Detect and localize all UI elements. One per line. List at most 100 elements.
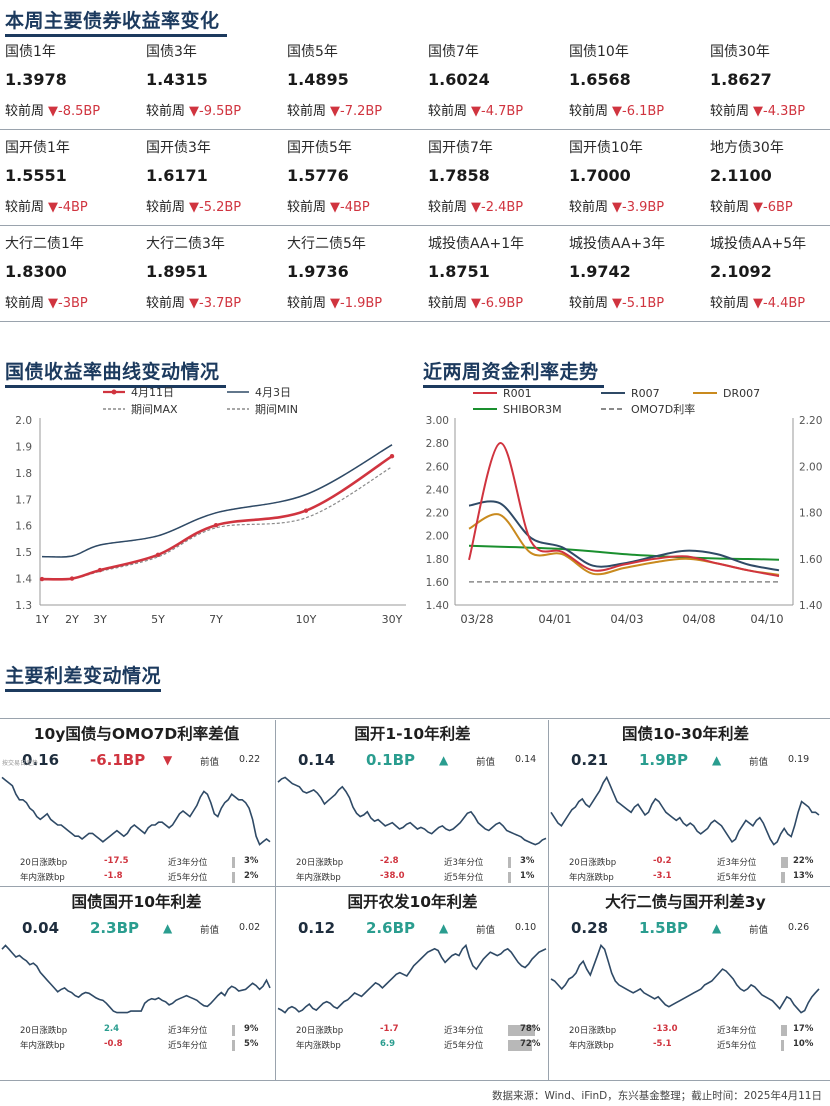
legend-label: R001 (503, 387, 532, 400)
change-label: 较前周 (569, 104, 609, 119)
y-left-tick-label: 1.40 (426, 600, 449, 612)
legend-label: SHIBOR3M (503, 403, 562, 416)
change-label: 较前周 (146, 104, 186, 119)
spreads-section-title-text: 主要利差变动情况 (5, 665, 162, 687)
page-title-text: 本周主要债券收益率变化 (5, 10, 220, 32)
stat-label: 年内涨跌bp (20, 873, 65, 883)
curve-point (69, 576, 75, 581)
x-tick-label: 04/03 (610, 612, 643, 626)
change-value: ▼-9.5BP (189, 104, 242, 119)
y-tick-label: 1.4 (15, 574, 32, 586)
change-value: ▼-4.4BP (753, 296, 806, 311)
spread-note: 按交易日走势 (2, 760, 39, 767)
yield-cell: 国开债5年 1.5776 较前周 ▼-4BP (282, 130, 422, 226)
page-title: 本周主要债券收益率变化 (5, 6, 227, 37)
bond-yield: 1.6568 (569, 70, 631, 89)
spread-title: 国开1-10年利差 (354, 725, 471, 743)
y-left-tick-label: 2.60 (426, 461, 449, 473)
rate-series-line (468, 442, 780, 578)
y-left-tick-label: 2.80 (426, 438, 449, 450)
percentile-value: 78% (520, 1024, 541, 1034)
curve-point (155, 552, 161, 557)
spread-stat-row: 年内涨跌bp -3.1 近5年分位 13% (549, 871, 822, 884)
percentile-label: 近3年分位 (168, 858, 208, 868)
change-value: ▼-6.9BP (471, 296, 524, 311)
change-label: 较前周 (569, 200, 609, 215)
spread-current-value: 0.28 (571, 919, 609, 937)
triangle-up-icon: ▲ (712, 921, 722, 935)
spread-stat-row: 20日涨跌bp 2.4 近3年分位 9% (0, 1024, 273, 1037)
bond-name: 国开债5年 (287, 140, 352, 156)
x-tick-label: 7Y (209, 613, 223, 626)
percentile-value: 1% (520, 871, 535, 881)
change-label: 较前周 (5, 104, 45, 119)
spread-sparkline (550, 943, 820, 1014)
yield-cell: 地方债30年 2.1100 较前周 ▼-6BP (705, 130, 830, 226)
change-value: ▼-6.1BP (612, 104, 665, 119)
spread-weekly-change: 2.6BP (366, 919, 415, 937)
curve-series-line (41, 444, 393, 558)
bond-name: 国债7年 (428, 44, 479, 60)
spread-panel: 国开1-10年利差 0.14 0.1BP ▲ 前值 0.14 20日涨跌bp -2.8 近3年分… (276, 718, 549, 890)
rates-section-title: 近两周资金利率走势 (423, 357, 604, 388)
bond-yield: 1.4315 (146, 70, 208, 89)
x-tick-label: 1Y (35, 613, 49, 626)
bond-name: 城投债AA+1年 (428, 236, 525, 252)
yield-row: 大行二债1年 1.8300 较前周 ▼-3BP 大行二债3年 1.8951 较前周 ▼-3.7… (0, 226, 830, 322)
change-label: 较前周 (569, 296, 609, 311)
stat-value: -0.2 (653, 856, 672, 866)
spread-stat-row: 年内涨跌bp -38.0 近5年分位 1% (276, 871, 549, 884)
triangle-up-icon: ▲ (439, 753, 449, 767)
triangle-down-icon: ▼ (163, 753, 173, 767)
bond-yield: 2.1100 (710, 166, 772, 185)
yield-cell: 大行二债3年 1.8951 较前周 ▼-3.7BP (141, 226, 281, 322)
spread-stat-row: 年内涨跌bp -5.1 近5年分位 10% (549, 1039, 822, 1052)
percentile-bar (232, 872, 235, 883)
change-label: 较前周 (287, 296, 327, 311)
spread-current-value: 0.04 (22, 919, 60, 937)
percentile-label: 近3年分位 (717, 1026, 757, 1036)
spread-panel: 国债10-30年利差 0.21 1.9BP ▲ 前值 0.19 20日涨跌bp -0.2 近3年… (549, 718, 822, 890)
bond-name: 地方债30年 (710, 140, 784, 156)
stat-label: 20日涨跌bp (569, 858, 617, 868)
bond-name: 国开债10年 (569, 140, 643, 156)
spreads-col-divider-1 (275, 720, 276, 1080)
spread-stat-row: 年内涨跌bp -0.8 近5年分位 5% (0, 1039, 273, 1052)
bond-name: 国债3年 (146, 44, 197, 60)
spread-current-value: 0.12 (298, 919, 336, 937)
yield-cell: 国债7年 1.6024 较前周 ▼-4.7BP (423, 34, 563, 130)
yield-curve-chart: 1.3 1.4 1.5 1.6 1.7 1.8 1.9 2.0 1Y 2Y 3Y 5Y 7Y 10Y 30Y… (15, 386, 406, 626)
prev-value: 0.26 (788, 922, 810, 933)
stat-value: -1.7 (380, 1024, 399, 1034)
spread-weekly-change: 2.3BP (90, 919, 139, 937)
prev-value: 0.22 (239, 754, 261, 765)
bond-change: 较前周 ▼-6BP (710, 196, 793, 215)
percentile-value: 72% (520, 1039, 541, 1049)
money-rates-chart: 1.40 1.60 1.80 2.00 2.20 2.40 2.60 2.80 3.00 1.40… (426, 387, 823, 626)
change-value: ▼-1.9BP (330, 296, 383, 311)
stat-label: 20日涨跌bp (20, 1026, 68, 1036)
y-tick-label: 1.7 (15, 494, 32, 506)
spreads-section-title: 主要利差变动情况 (5, 661, 162, 692)
curve-point (303, 508, 309, 513)
yield-cell: 城投债AA+5年 2.1092 较前周 ▼-4.4BP (705, 226, 830, 322)
percentile-value: 10% (793, 1039, 814, 1049)
spreads-col-divider-2 (548, 720, 549, 1080)
y-left-tick-label: 2.40 (426, 484, 449, 496)
change-label: 较前周 (146, 296, 186, 311)
spread-sparkline (277, 776, 547, 846)
prev-value: 0.02 (239, 922, 261, 933)
yield-cell: 城投债AA+1年 1.8751 较前周 ▼-6.9BP (423, 226, 563, 322)
spread-panel: 国开农发10年利差 0.12 2.6BP ▲ 前值 0.10 20日涨跌bp -1.7 近3年分… (276, 886, 549, 1058)
percentile-value: 2% (244, 871, 259, 881)
bond-name: 城投债AA+5年 (710, 236, 807, 252)
bond-name: 国开债1年 (5, 140, 70, 156)
prev-value: 0.10 (515, 922, 537, 933)
curve-section-title-text: 国债收益率曲线变动情况 (5, 361, 220, 383)
stat-value: -1.8 (104, 871, 123, 881)
x-tick-label: 03/28 (460, 612, 493, 626)
legend-label: R007 (631, 387, 660, 400)
yield-cell: 国债10年 1.6568 较前周 ▼-6.1BP (564, 34, 704, 130)
change-label: 较前周 (287, 104, 327, 119)
bond-yield: 1.9742 (569, 262, 631, 281)
